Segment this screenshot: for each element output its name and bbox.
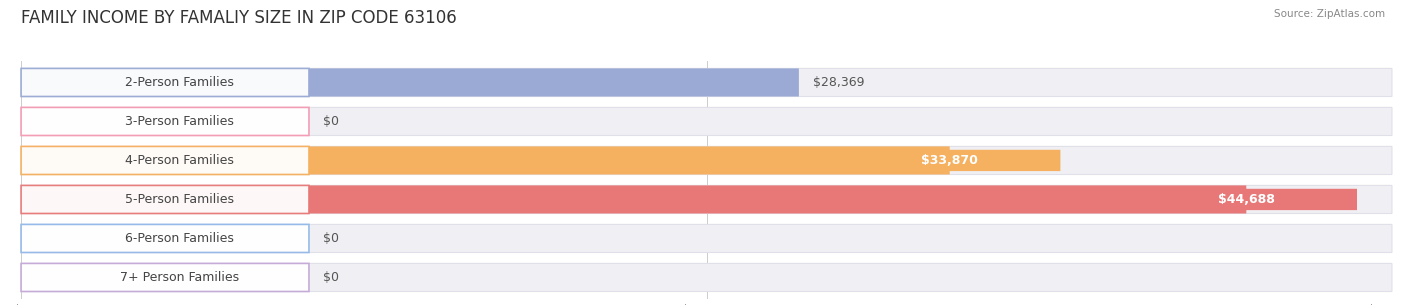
FancyBboxPatch shape <box>21 146 1392 174</box>
Text: 3-Person Families: 3-Person Families <box>125 115 233 128</box>
Text: $28,369: $28,369 <box>813 76 865 89</box>
FancyBboxPatch shape <box>21 264 1392 292</box>
Text: $0: $0 <box>323 271 339 284</box>
Text: Source: ZipAtlas.com: Source: ZipAtlas.com <box>1274 9 1385 19</box>
FancyBboxPatch shape <box>1136 189 1357 210</box>
FancyBboxPatch shape <box>21 224 1392 253</box>
Text: $0: $0 <box>323 115 339 128</box>
Text: 4-Person Families: 4-Person Families <box>125 154 233 167</box>
FancyBboxPatch shape <box>21 185 1392 214</box>
FancyBboxPatch shape <box>21 146 949 174</box>
Text: FAMILY INCOME BY FAMALIY SIZE IN ZIP CODE 63106: FAMILY INCOME BY FAMALIY SIZE IN ZIP COD… <box>21 9 457 27</box>
FancyBboxPatch shape <box>21 68 1392 96</box>
FancyBboxPatch shape <box>21 68 799 96</box>
Text: 5-Person Families: 5-Person Families <box>125 193 233 206</box>
FancyBboxPatch shape <box>21 68 309 96</box>
FancyBboxPatch shape <box>21 107 309 135</box>
FancyBboxPatch shape <box>21 224 309 253</box>
Text: $33,870: $33,870 <box>921 154 979 167</box>
Text: $0: $0 <box>323 232 339 245</box>
FancyBboxPatch shape <box>21 185 1246 214</box>
Text: 7+ Person Families: 7+ Person Families <box>120 271 239 284</box>
Text: $44,688: $44,688 <box>1218 193 1275 206</box>
FancyBboxPatch shape <box>21 264 309 292</box>
FancyBboxPatch shape <box>21 146 309 174</box>
FancyBboxPatch shape <box>21 185 309 214</box>
FancyBboxPatch shape <box>839 150 1060 171</box>
FancyBboxPatch shape <box>21 107 1392 135</box>
Text: 6-Person Families: 6-Person Families <box>125 232 233 245</box>
Text: 2-Person Families: 2-Person Families <box>125 76 233 89</box>
